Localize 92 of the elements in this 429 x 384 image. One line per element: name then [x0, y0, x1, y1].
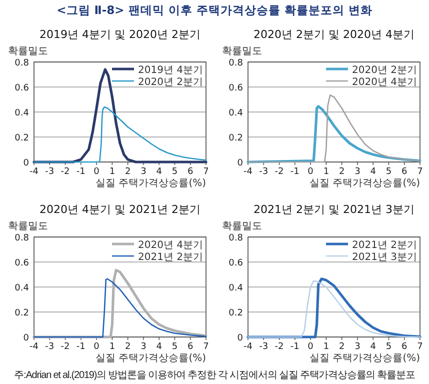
x-tick-label: 3: [354, 167, 360, 177]
x-tick-label: -4: [30, 167, 39, 177]
y-axis-title: 확률밀도: [8, 221, 48, 232]
x-tick-label: 5: [172, 342, 178, 352]
y-tick-label: 0.6: [14, 84, 30, 94]
chart-title: 2019년 4분기 및 2020년 2분기: [40, 28, 200, 41]
y-tick-label: 0: [23, 158, 30, 168]
x-tick-label: 1: [109, 342, 116, 352]
x-tick-label: 0: [308, 342, 314, 352]
x-tick-label: 5: [172, 167, 178, 177]
x-tick-label: 0: [94, 342, 100, 352]
x-tick-label: 0: [94, 167, 100, 177]
x-tick-label: 7: [203, 167, 209, 177]
y-tick-label: 0.2: [228, 134, 243, 144]
x-tick-label: 2: [338, 342, 345, 352]
line-series: [33, 106, 207, 163]
legend-label: 2021년 3분기: [352, 252, 417, 263]
y-axis-title: 확률밀도: [8, 46, 48, 57]
x-tick-label: 1: [323, 167, 330, 177]
x-tick-label: -2: [60, 342, 70, 352]
x-axis-title: 실질 주택가격상승률(%): [310, 353, 420, 364]
y-tick-label: 0.8: [14, 234, 30, 244]
x-tick-label: 6: [187, 167, 194, 177]
x-axis-title: 실질 주택가격상승률(%): [310, 178, 420, 189]
text: <그림 Ⅱ-8> 팬데믹 이후 주택가격상승률 확률분포의 변화: [56, 3, 372, 17]
y-tick-label: 0.4: [14, 108, 30, 118]
y-tick-label: 0: [237, 334, 244, 344]
legend-label: 2020년 4분기: [352, 77, 417, 88]
y-tick-label: 0.8: [14, 58, 30, 68]
y-tick-label: 0.2: [14, 134, 29, 144]
x-tick-label: -1: [290, 167, 300, 177]
x-tick-label: -3: [45, 342, 54, 352]
x-tick-label: -4: [30, 342, 39, 352]
x-tick-label: 1: [109, 167, 116, 177]
x-tick-label: 6: [187, 342, 194, 352]
y-tick-label: 0.8: [228, 234, 244, 244]
x-tick-label: -1: [76, 167, 86, 177]
x-tick-label: 7: [203, 342, 209, 352]
chart-title: 2021년 2분기 및 2021년 3분기: [254, 203, 414, 216]
x-tick-label: 7: [417, 167, 423, 177]
x-tick-label: -2: [274, 167, 284, 177]
y-tick-label: 0.6: [228, 84, 244, 94]
y-tick-label: 0.4: [14, 284, 30, 294]
x-tick-label: -1: [76, 342, 86, 352]
y-tick-label: 0: [23, 334, 30, 344]
y-tick-label: 0.4: [228, 108, 244, 118]
x-tick-label: 3: [140, 342, 146, 352]
x-tick-label: -2: [274, 342, 284, 352]
x-tick-label: -3: [45, 167, 54, 177]
legend-label: 2020년 4분기: [138, 240, 203, 251]
x-tick-label: 6: [401, 342, 408, 352]
x-tick-label: -4: [244, 342, 253, 352]
x-tick-label: 6: [401, 167, 408, 177]
x-axis-title: 실질 주택가격상승률(%): [96, 178, 206, 189]
text: 주:Adrian et al.(2019)의 방법론을 이용하여 추정한 각 시점에서의 실질 주택가격상승률의 확률분포: [14, 370, 416, 381]
x-tick-label: 5: [386, 342, 392, 352]
legend-label: 2019년 4분기: [138, 65, 203, 76]
y-tick-label: 0: [237, 158, 244, 168]
x-tick-label: 5: [386, 167, 392, 177]
line-series: [247, 94, 421, 163]
x-tick-label: 4: [156, 342, 162, 352]
legend-label: 2020년 2분기: [138, 77, 203, 88]
x-tick-label: -4: [244, 167, 253, 177]
y-tick-label: 0.2: [228, 308, 243, 318]
chart-title: 2020년 4분기 및 2021년 2분기: [40, 203, 200, 216]
legend-label: 2020년 2분기: [352, 65, 417, 76]
y-tick-label: 0.6: [14, 258, 30, 268]
x-tick-label: -3: [259, 342, 268, 352]
x-tick-label: 7: [417, 342, 423, 352]
x-tick-label: 3: [140, 167, 146, 177]
x-tick-label: 2: [124, 167, 131, 177]
x-tick-label: 4: [156, 167, 162, 177]
x-tick-label: 4: [370, 167, 376, 177]
legend-label: 2021년 2분기: [138, 252, 203, 263]
x-tick-label: 3: [354, 342, 360, 352]
y-tick-label: 0.8: [228, 58, 244, 68]
y-axis-title: 확률밀도: [222, 221, 262, 232]
x-tick-label: 4: [370, 342, 376, 352]
chart-title: 2020년 2분기 및 2020년 4분기: [254, 28, 414, 41]
x-tick-label: -1: [290, 342, 300, 352]
y-tick-label: 0.4: [228, 284, 244, 294]
x-tick-label: -3: [259, 167, 268, 177]
x-tick-label: -2: [60, 167, 70, 177]
x-tick-label: 2: [338, 167, 345, 177]
x-tick-label: 2: [124, 342, 131, 352]
x-axis-title: 실질 주택가격상승률(%): [96, 353, 206, 364]
x-tick-label: 1: [323, 342, 330, 352]
y-axis-title: 확률밀도: [222, 46, 262, 57]
y-tick-label: 0.2: [14, 308, 29, 318]
legend-label: 2021년 2분기: [352, 240, 417, 251]
y-tick-label: 0.6: [228, 258, 244, 268]
x-tick-label: 0: [308, 167, 314, 177]
